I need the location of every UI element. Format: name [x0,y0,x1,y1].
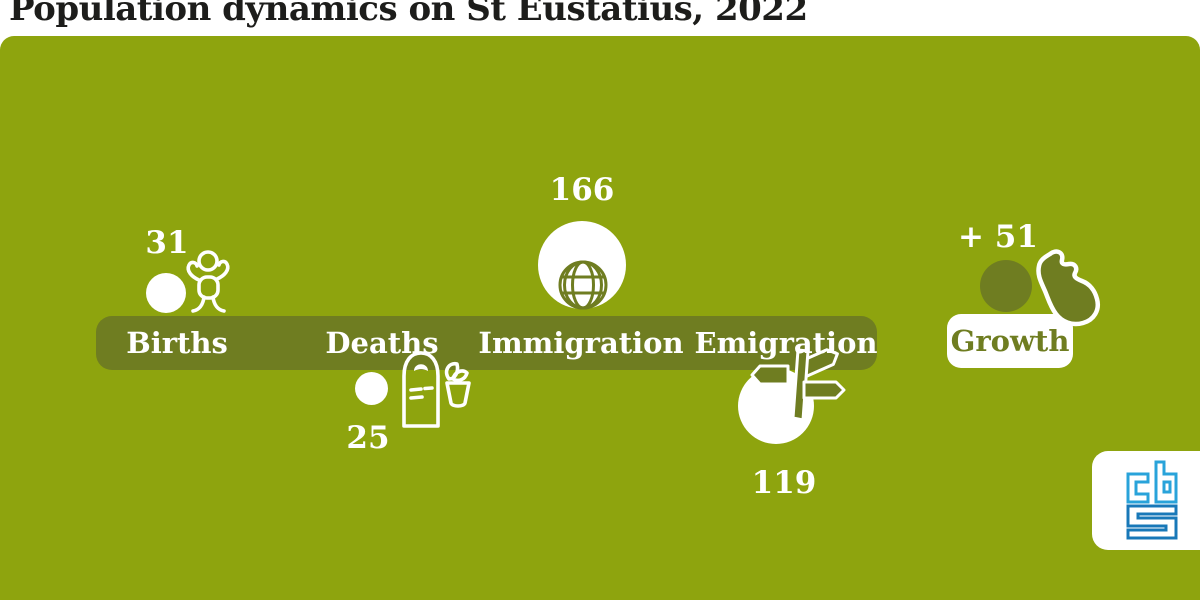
growth-dot [980,260,1032,312]
gravestone-icon [402,351,471,428]
emigration-value: 119 [751,465,817,501]
births-value: 31 [145,225,189,261]
page-title: Population dynamics on St Eustatius, 202… [9,0,808,29]
growth-label-box [947,314,1073,368]
baby-icon [186,250,230,313]
births-label: Births [126,326,228,360]
signpost-icon [750,348,846,422]
island-icon [1036,249,1100,327]
emigration-label: Emigration [694,326,878,360]
growth-value: + 51 [958,219,1038,255]
cbs-logo [1126,460,1178,540]
deaths-value: 25 [346,420,390,456]
immigration-value: 166 [549,172,615,208]
globe-icon [558,260,608,310]
category-band [96,316,877,370]
growth-label: Growth [950,324,1070,358]
immigration-label: Immigration [478,326,684,360]
births-dot [146,273,186,313]
deaths-dot [355,372,388,405]
deaths-label: Deaths [325,326,439,360]
